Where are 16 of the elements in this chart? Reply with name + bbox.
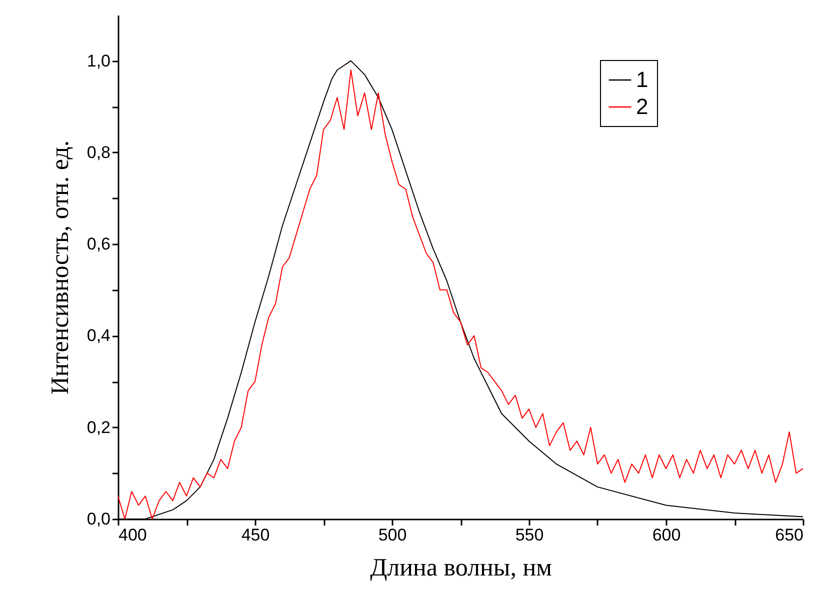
x-tick-label: 550 (515, 526, 544, 544)
y-tick-label: 0,6 (86, 234, 110, 254)
y-tick-label: 0,2 (86, 418, 110, 437)
x-axis-title: Длина волны, нм (370, 554, 552, 582)
x-tick-label: 500 (378, 526, 407, 544)
x-tick-label: 400 (118, 526, 147, 544)
x-tick-label: 650 (775, 526, 804, 544)
y-tick-label: 1,0 (86, 51, 110, 70)
y-axis-title: Интенсивность, отн. ед. (46, 140, 74, 395)
x-tick-label: 600 (652, 526, 681, 544)
x-tick-label: 450 (241, 526, 270, 544)
y-tick-label: 0,8 (86, 142, 110, 162)
y-tick-label: 0,0 (86, 510, 110, 528)
legend-label: 2 (636, 94, 648, 119)
y-tick-label: 0,4 (86, 326, 110, 346)
legend-label: 1 (636, 67, 648, 92)
